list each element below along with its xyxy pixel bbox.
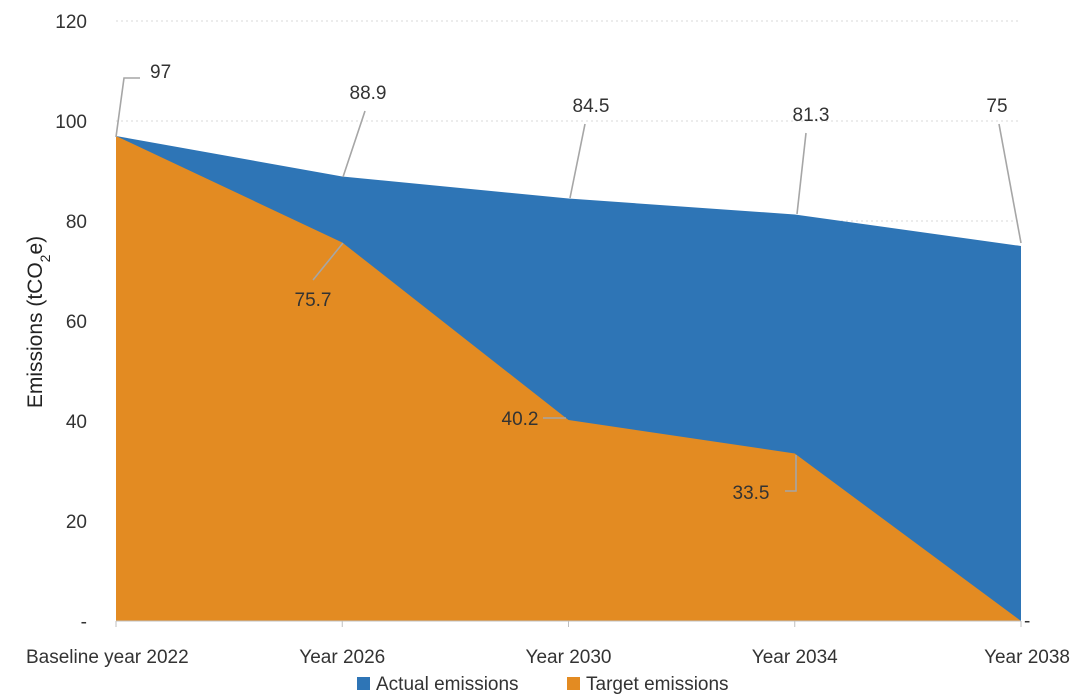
x-category-label: Year 2034 [752,647,838,668]
y-tick-label: 80 [66,212,87,233]
data-label-target: 75.7 [295,290,332,311]
x-category-label: Year 2026 [299,647,385,668]
data-label-leader [312,242,344,281]
data-label-leader [998,123,1022,244]
legend-swatch-actual [357,677,370,690]
data-label-target: 40.2 [502,409,539,430]
data-label-leader [569,123,586,199]
y-tick-label: 20 [66,512,87,533]
data-label-actual: 84.5 [573,96,610,117]
y-axis: - 20 40 60 80 100 120 - [55,12,1030,633]
chart-areas [116,136,1021,621]
legend-label-actual: Actual emissions [376,674,519,695]
y-tick-label: 100 [55,112,87,133]
x-category-label: Baseline year 2022 [26,647,189,668]
y-tick-label: 120 [55,12,87,33]
data-label-actual: 97 [150,62,171,83]
data-labels: 97 88.9 84.5 81.3 75 75.7 40.2 33.5 [150,62,1008,504]
data-label-actual: 88.9 [350,83,387,104]
x-category-label: Year 2038 [984,647,1070,668]
data-label-actual: 81.3 [793,105,830,126]
data-label-leaders [115,77,1022,492]
data-label-actual: 75 [986,96,1007,117]
y-axis-title: Emissions (tCO2e) [24,236,53,408]
legend-swatch-target [567,677,580,690]
legend: Actual emissions Target emissions [357,674,729,695]
area-target-emissions [116,136,1021,621]
data-label-target: 33.5 [733,483,770,504]
y-tick-label: 60 [66,312,87,333]
data-label-leader [785,455,797,492]
x-axis: Baseline year 2022 Year 2026 Year 2030 Year… [26,620,1070,668]
legend-label-target: Target emissions [586,674,729,695]
data-label-leader [796,132,807,215]
data-label-leader [115,77,140,138]
y-tick-label: - [81,612,87,633]
right-axis-zero-label: - [1024,611,1030,632]
x-category-label: Year 2030 [526,647,612,668]
data-label-leader [342,110,366,178]
y-tick-label: 40 [66,412,87,433]
